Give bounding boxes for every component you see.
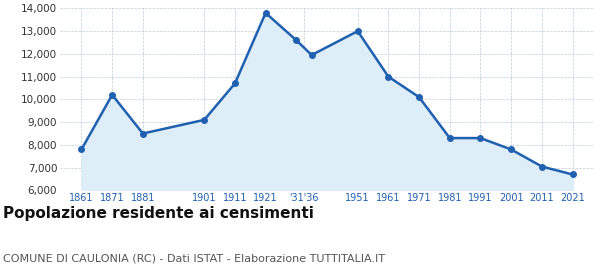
Text: COMUNE DI CAULONIA (RC) - Dati ISTAT - Elaborazione TUTTITALIA.IT: COMUNE DI CAULONIA (RC) - Dati ISTAT - E…: [3, 253, 385, 263]
Text: Popolazione residente ai censimenti: Popolazione residente ai censimenti: [3, 206, 314, 221]
